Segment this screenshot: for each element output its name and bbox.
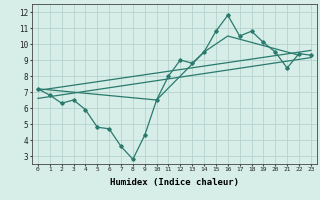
X-axis label: Humidex (Indice chaleur): Humidex (Indice chaleur) [110, 178, 239, 187]
